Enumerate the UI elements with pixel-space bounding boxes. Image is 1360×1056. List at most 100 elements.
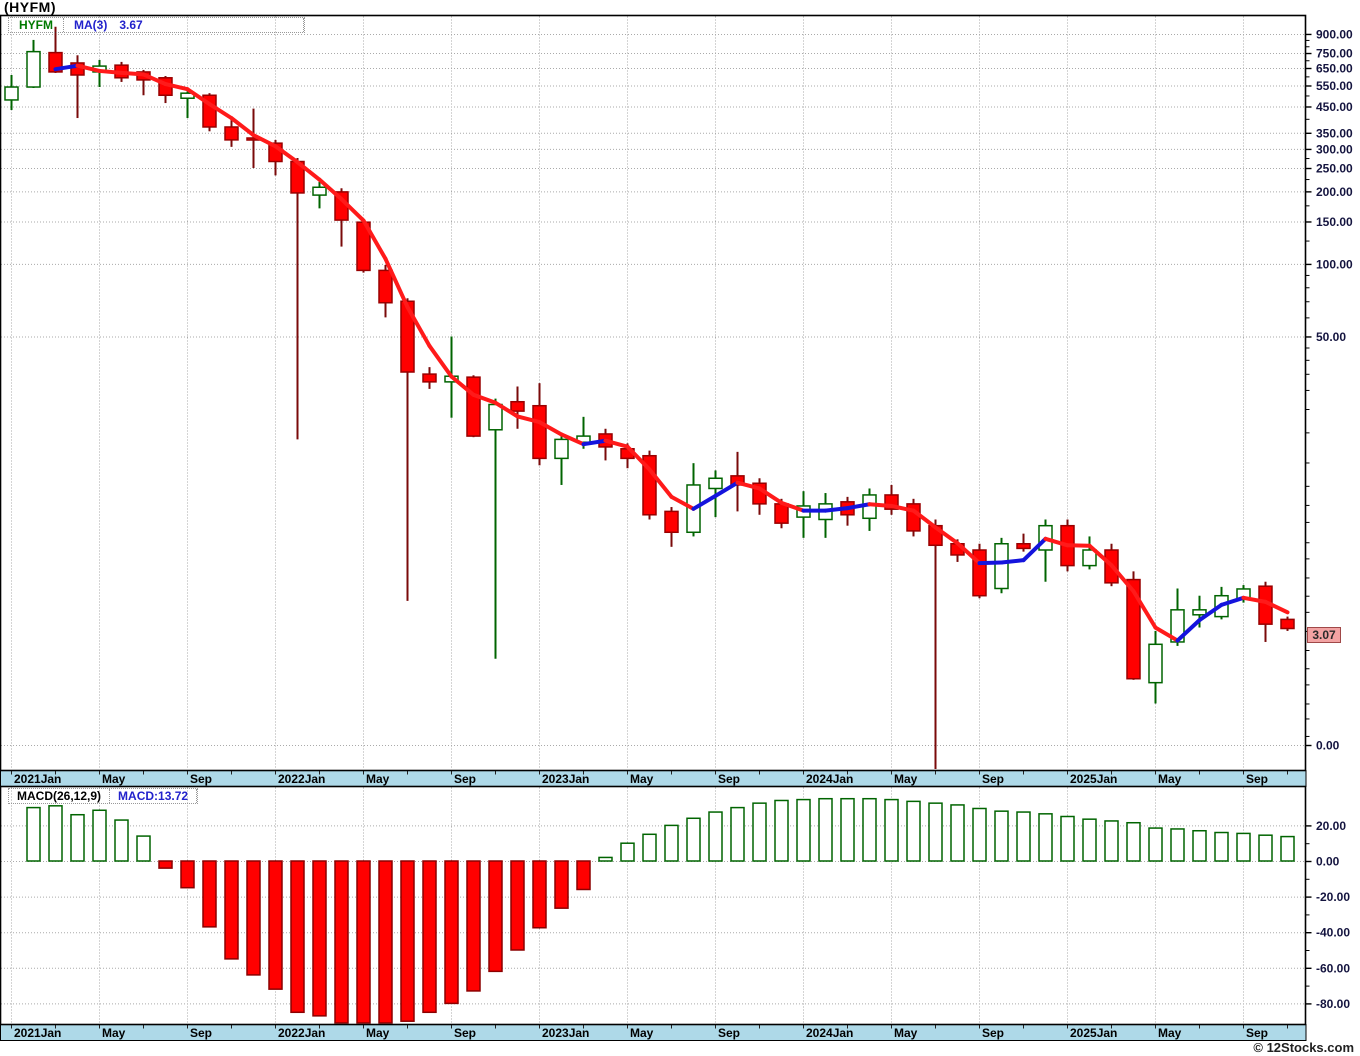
ma-segment: [273, 144, 300, 165]
macd-bar-positive: [862, 797, 877, 862]
ma-segment: [1219, 595, 1246, 607]
ma-segment: [449, 374, 476, 397]
ma-segment: [1043, 536, 1070, 548]
macd-bar-negative: [554, 860, 569, 909]
ma-segment: [1109, 563, 1136, 594]
macd-bar-negative: [576, 860, 591, 891]
date-axis-label: May: [1158, 772, 1182, 786]
legend-ma: MA(3) 3.67: [64, 18, 304, 32]
ma-segment: [911, 508, 938, 530]
macd-bar-positive: [708, 811, 723, 862]
macd-bar-positive: [1258, 834, 1273, 862]
candle-body: [1192, 609, 1207, 616]
ma-segment: [867, 502, 894, 508]
date-axis-label: Sep: [454, 772, 476, 786]
date-axis-label: 2025Jan: [1070, 1026, 1117, 1040]
macd-bar-positive: [1016, 811, 1031, 862]
date-band-top: 2021Jan May Sep 2022Jan May Sep 2023Jan May Sep 2…: [0, 770, 1307, 787]
macd-bar-positive: [1214, 831, 1229, 862]
macd-bar-positive: [92, 809, 107, 862]
candle-body: [378, 269, 393, 304]
ma-segment: [97, 68, 124, 75]
candle-body: [1280, 618, 1295, 630]
macd-bar-positive: [620, 842, 635, 862]
macd-bar-negative: [334, 860, 349, 1024]
candle-body: [1148, 643, 1163, 684]
macd-bar-positive: [1082, 818, 1097, 862]
macd-axis-label: 20.00: [1316, 819, 1346, 833]
ma-segment: [581, 438, 608, 447]
date-axis-label: May: [894, 772, 918, 786]
ma-segment: [185, 87, 212, 107]
candle-body: [488, 403, 503, 431]
ma-segment: [1153, 625, 1180, 643]
ma-segment: [515, 414, 542, 425]
candle-body: [422, 373, 437, 383]
macd-histogram: [26, 797, 1295, 1024]
macd-bar-negative: [356, 860, 371, 1024]
ma-segment: [933, 525, 960, 546]
ma-segment: [405, 305, 432, 348]
ma-segment: [603, 438, 630, 449]
ma-segment: [779, 500, 806, 513]
date-axis-label: 2022Jan: [278, 772, 325, 786]
ma-segment: [75, 63, 102, 73]
date-band-bottom: 2021Jan May Sep 2022Jan May Sep 2023Jan May Sep 2…: [0, 1024, 1307, 1041]
macd-bar-positive: [1192, 829, 1207, 862]
ma-segment: [713, 480, 740, 498]
macd-bar-positive: [1280, 835, 1295, 862]
candle-body: [400, 300, 415, 373]
candle-body: [510, 400, 525, 412]
date-axis-label: 2022Jan: [278, 1026, 325, 1040]
ma-segment: [845, 502, 872, 511]
page-title: (HYFM): [4, 0, 56, 15]
date-axis-label: 2025Jan: [1070, 772, 1117, 786]
macd-bar-positive: [1126, 821, 1141, 862]
price-axis-label: 650.00: [1316, 62, 1353, 76]
date-axis-label: May: [1158, 1026, 1182, 1040]
macd-bar-negative: [246, 860, 261, 976]
date-axis-label: May: [366, 1026, 390, 1040]
macd-bar-positive: [1104, 820, 1119, 862]
date-axis-label: May: [894, 1026, 918, 1040]
macd-bar-positive: [26, 806, 41, 862]
ma-segment: [383, 256, 410, 310]
ma-segment: [295, 160, 322, 182]
date-axis-label: Sep: [454, 1026, 476, 1040]
price-axis-label: 750.00: [1316, 47, 1353, 61]
date-axis-label: Sep: [1246, 772, 1268, 786]
macd-bar-negative: [488, 860, 503, 973]
macd-bar-positive: [598, 856, 613, 862]
price-legend: HYFM MA(3) 3.67: [8, 17, 305, 33]
macd-bar-negative: [532, 860, 547, 929]
ma-segment: [119, 70, 146, 77]
date-axis-label: 2023Jan: [542, 772, 589, 786]
ma-segment: [669, 494, 696, 511]
macd-bar-positive: [1148, 827, 1163, 862]
macd-bar-positive: [48, 805, 63, 862]
macd-bar-negative: [290, 860, 305, 1014]
ma-segment: [1021, 536, 1048, 563]
ma-segment: [163, 82, 190, 92]
macd-bar-positive: [994, 810, 1009, 862]
price-axis-label: 200.00: [1316, 185, 1353, 199]
macd-axis-label: -60.00: [1316, 961, 1350, 975]
candlestick-series: [4, 26, 1295, 769]
macd-bar-positive: [664, 824, 679, 862]
candle-body: [312, 186, 327, 196]
macd-bar-negative: [422, 860, 437, 1014]
ma-segment: [339, 197, 366, 223]
vertical-gridlines: [11, 16, 1244, 1024]
candle-body: [532, 404, 547, 460]
date-axis-label: May: [630, 772, 654, 786]
macd-bar-positive: [1060, 815, 1075, 862]
macd-bar-positive: [1236, 832, 1251, 862]
ma-line: [53, 63, 1290, 643]
macd-bar-positive: [752, 802, 767, 862]
price-axis-label: 300.00: [1316, 142, 1353, 156]
macd-gridlines-and-axis: 20.00 0.00 -20.00 -40.00 -60.00 -80.00: [1, 819, 1350, 1011]
ma-segment: [471, 392, 498, 405]
copyright-watermark: © 12Stocks.com: [1253, 1040, 1354, 1055]
